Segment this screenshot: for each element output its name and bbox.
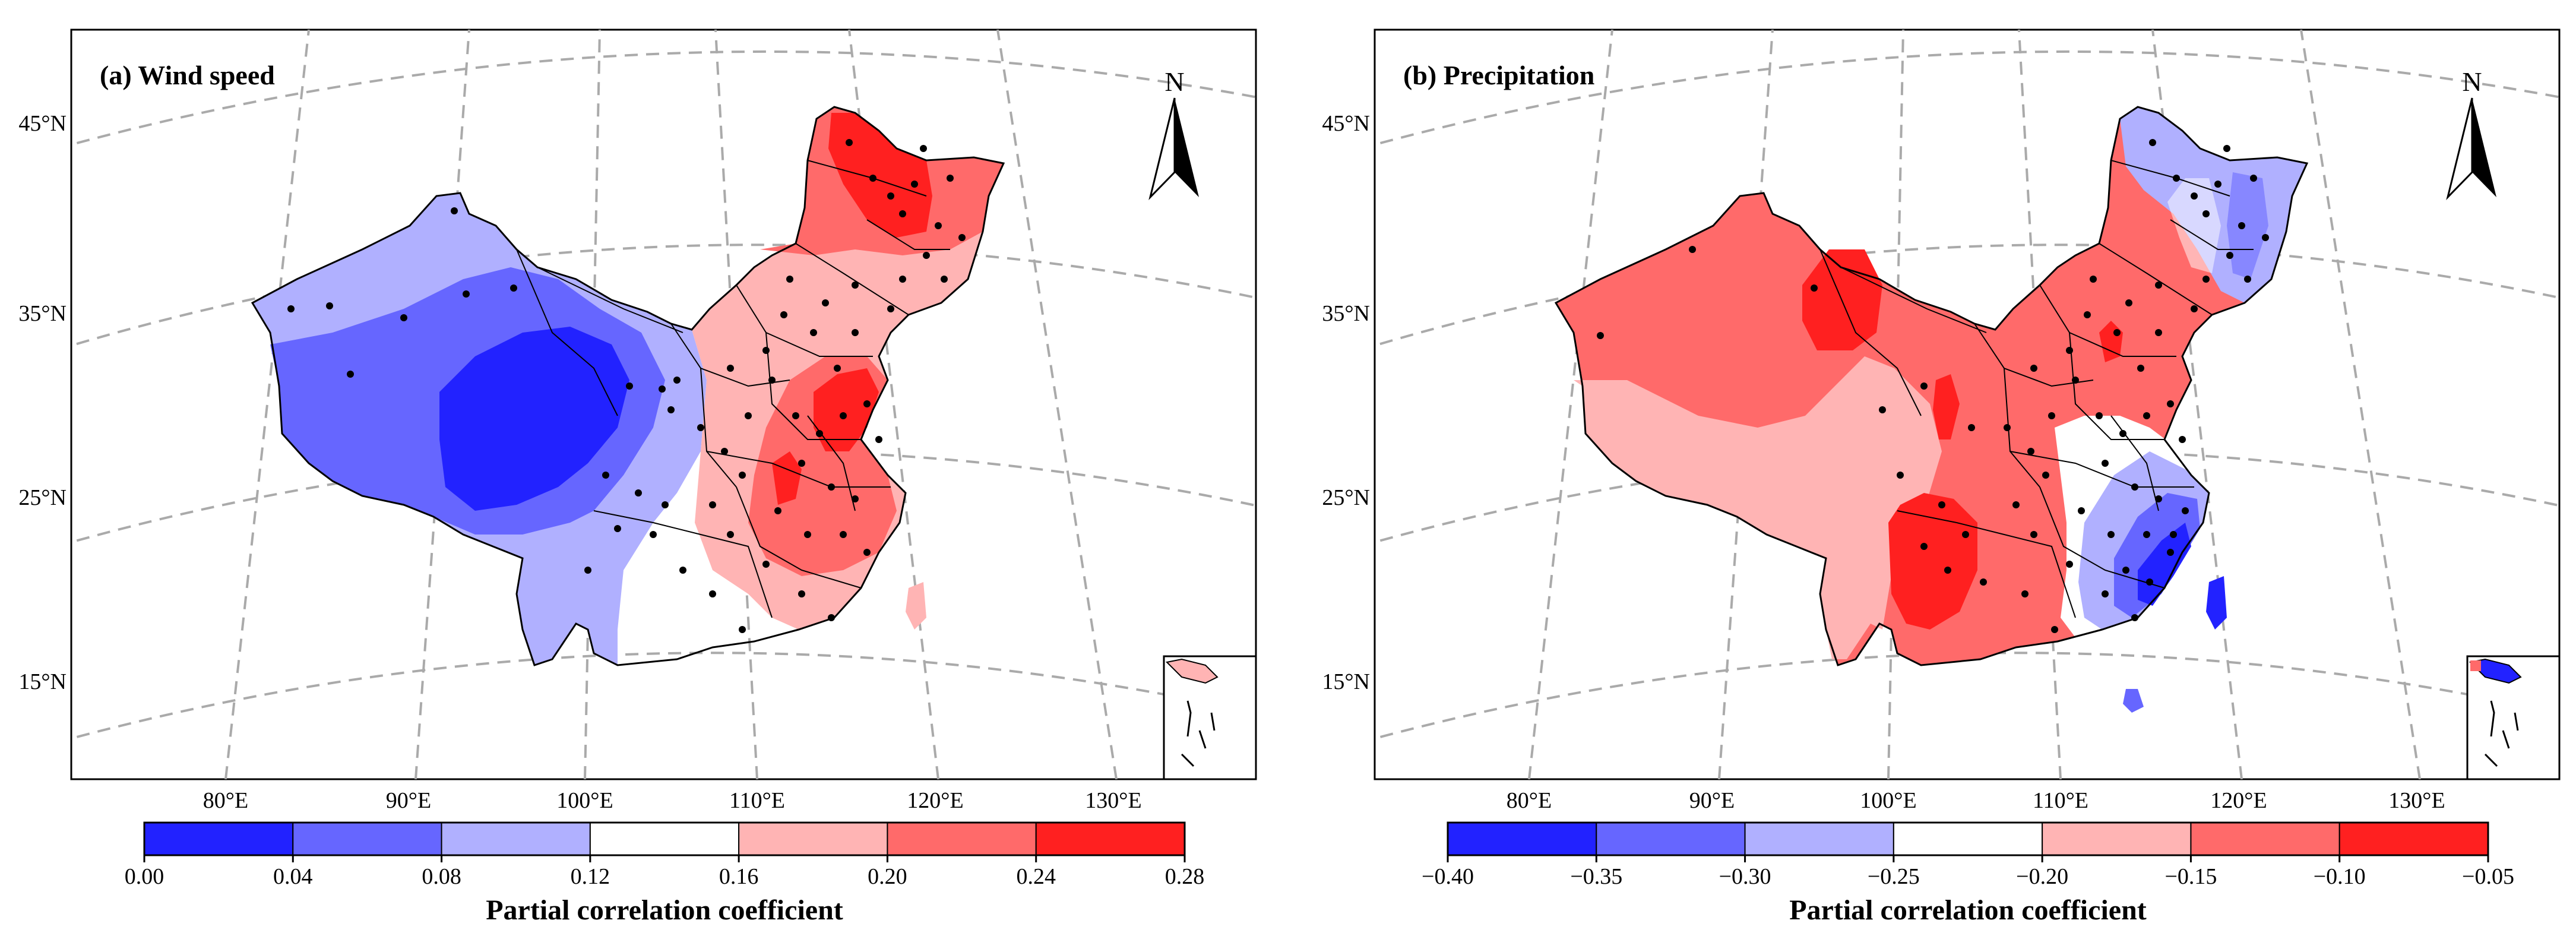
colorbar-swatch bbox=[144, 822, 294, 856]
svg-text:25°N: 25°N bbox=[1322, 485, 1370, 510]
svg-text:45°N: 45°N bbox=[1322, 111, 1370, 136]
colorbar-title: Partial correlation coefficient bbox=[1789, 894, 2147, 926]
colorbar-swatch bbox=[2042, 822, 2192, 856]
colorbar-swatch bbox=[2338, 822, 2489, 856]
north-arrow: N bbox=[1148, 67, 1199, 200]
south-china-sea-inset bbox=[1163, 655, 1257, 780]
colorbar-tick-label: 0.12 bbox=[571, 864, 610, 889]
panel-precipitation: N (b) Precipitation 45°N 35°N 25°N 15°N … bbox=[1295, 0, 2576, 936]
station-dots bbox=[1597, 139, 2269, 633]
colorbar-swatch bbox=[1744, 822, 1894, 856]
colorbar-tick-label: −0.25 bbox=[1868, 864, 1920, 889]
svg-text:110°E: 110°E bbox=[729, 788, 785, 813]
colorbar-swatch bbox=[589, 822, 740, 856]
colorbar-swatch bbox=[1447, 822, 1597, 856]
svg-text:130°E: 130°E bbox=[1085, 788, 1141, 813]
colorbar-swatch bbox=[2190, 822, 2340, 856]
precipitation-map: N (b) Precipitation 45°N 35°N 25°N 15°N … bbox=[1322, 29, 2561, 926]
svg-text:N: N bbox=[1164, 67, 1184, 97]
contour-fill bbox=[252, 107, 1004, 665]
colorbar-tick-label: −0.30 bbox=[1719, 864, 1771, 889]
longitude-labels: 80°E 90°E 100°E 110°E 120°E 130°E bbox=[203, 788, 1142, 813]
svg-text:100°E: 100°E bbox=[1860, 788, 1916, 813]
svg-text:90°E: 90°E bbox=[1689, 788, 1735, 813]
colorbar-tick-label: 0.24 bbox=[1016, 864, 1056, 889]
svg-text:N: N bbox=[2462, 67, 2482, 97]
colorbar-swatch bbox=[1035, 822, 1185, 856]
svg-text:15°N: 15°N bbox=[1322, 669, 1370, 694]
svg-text:80°E: 80°E bbox=[203, 788, 248, 813]
colorbar-tick-label: −0.40 bbox=[1422, 864, 1474, 889]
svg-text:120°E: 120°E bbox=[907, 788, 963, 813]
colorbar-swatch bbox=[887, 822, 1037, 856]
colorbar-tick-label: 0.28 bbox=[1165, 864, 1205, 889]
colorbar-swatch bbox=[738, 822, 888, 856]
svg-text:90°E: 90°E bbox=[386, 788, 431, 813]
colorbar-tick-label: −0.20 bbox=[2016, 864, 2068, 889]
colorbar-tick-label: 0.16 bbox=[719, 864, 759, 889]
north-arrow: N bbox=[2446, 67, 2496, 200]
svg-text:35°N: 35°N bbox=[18, 301, 67, 326]
colorbar-title: Partial correlation coefficient bbox=[486, 894, 843, 926]
colorbar-tick-label: 0.08 bbox=[422, 864, 461, 889]
colorbar-tick-label: 0.20 bbox=[868, 864, 907, 889]
colorbar-tick-label: −0.35 bbox=[1570, 864, 1622, 889]
colorbar-tick-label: −0.05 bbox=[2462, 864, 2514, 889]
colorbar-tick-label: −0.10 bbox=[2314, 864, 2366, 889]
colorbar: −0.40 −0.35 −0.30 −0.25 −0.20 −0.15 −0.10 −0.05… bbox=[1422, 821, 2514, 926]
latitude-labels: 45°N 35°N 25°N 15°N bbox=[18, 111, 67, 694]
colorbar-tick-label: 0.04 bbox=[273, 864, 313, 889]
panel-title: (b) Precipitation bbox=[1403, 60, 1594, 90]
latitude-labels: 45°N 35°N 25°N 15°N bbox=[1322, 111, 1370, 694]
colorbar-tick-label: 0.00 bbox=[125, 864, 164, 889]
colorbar-swatch bbox=[441, 822, 591, 856]
svg-text:80°E: 80°E bbox=[1507, 788, 1552, 813]
panel-title: (a) Wind speed bbox=[100, 60, 275, 90]
svg-text:110°E: 110°E bbox=[2033, 788, 2088, 813]
station-dots bbox=[287, 139, 966, 633]
colorbar-tick-label: −0.15 bbox=[2164, 864, 2217, 889]
south-china-sea-inset bbox=[2466, 655, 2561, 780]
colorbar-swatch bbox=[1596, 822, 1746, 856]
svg-text:120°E: 120°E bbox=[2210, 788, 2267, 813]
svg-text:130°E: 130°E bbox=[2388, 788, 2445, 813]
colorbar: 0.00 0.04 0.08 0.12 0.16 0.20 0.24 0.28 Partial… bbox=[125, 821, 1205, 926]
province-borders bbox=[1555, 106, 2308, 666]
svg-text:25°N: 25°N bbox=[18, 485, 67, 510]
wind-speed-map: N (a) Wind speed 45°N 35°N 25°N 15°N 80°… bbox=[18, 29, 1257, 926]
svg-text:45°N: 45°N bbox=[18, 111, 67, 136]
panel-wind-speed: N (a) Wind speed 45°N 35°N 25°N 15°N 80°… bbox=[0, 0, 1283, 936]
svg-text:35°N: 35°N bbox=[1322, 301, 1370, 326]
contour-fill bbox=[1556, 107, 2307, 713]
colorbar-swatch bbox=[1893, 822, 2043, 856]
colorbar-swatch bbox=[292, 822, 442, 856]
svg-text:15°N: 15°N bbox=[18, 669, 67, 694]
longitude-labels: 80°E 90°E 100°E 110°E 120°E 130°E bbox=[1507, 788, 2445, 813]
svg-text:100°E: 100°E bbox=[556, 788, 613, 813]
